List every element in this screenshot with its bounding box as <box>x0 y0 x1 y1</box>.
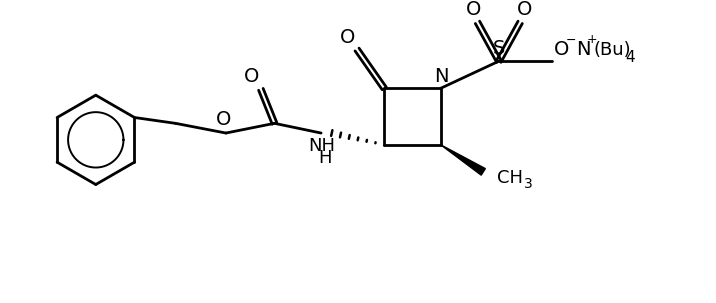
Text: O: O <box>516 0 532 19</box>
Text: CH: CH <box>498 169 523 187</box>
Text: (Bu): (Bu) <box>594 41 632 58</box>
Text: O: O <box>554 40 570 59</box>
Text: O: O <box>243 67 259 86</box>
Polygon shape <box>440 145 485 175</box>
Text: −: − <box>566 34 576 47</box>
Text: 4: 4 <box>625 50 635 65</box>
Text: N: N <box>435 67 449 86</box>
Text: O: O <box>216 110 232 129</box>
Text: O: O <box>466 0 481 19</box>
Text: O: O <box>339 28 355 47</box>
Text: H: H <box>318 149 332 167</box>
Text: NH: NH <box>309 137 336 155</box>
Text: N: N <box>576 40 591 59</box>
Text: S: S <box>493 39 505 58</box>
Text: +: + <box>586 33 597 46</box>
Text: 3: 3 <box>523 177 532 191</box>
